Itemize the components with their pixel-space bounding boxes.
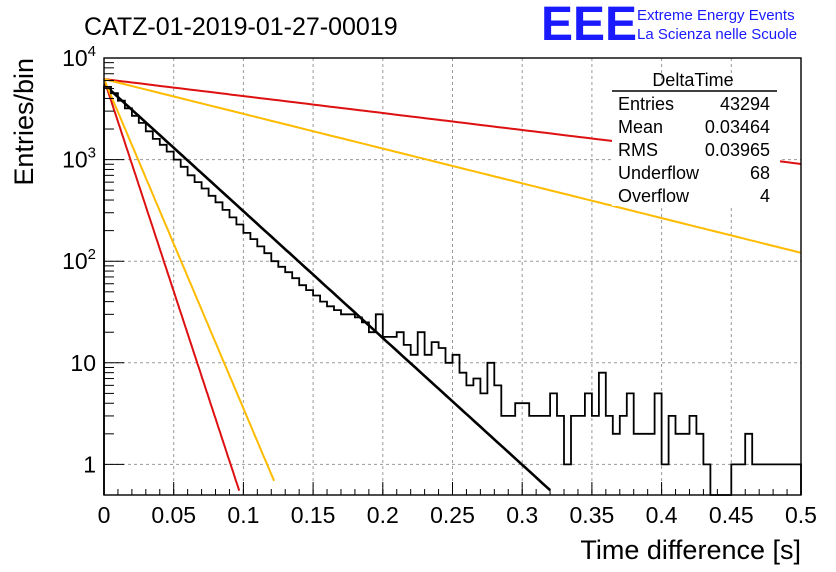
x-tick-label: 0.1 (227, 502, 259, 528)
y-tick-label: 103 (62, 145, 96, 173)
stats-value: 68 (750, 163, 770, 183)
stats-label: Mean (618, 117, 663, 137)
logo-line-1: Extreme Energy Events (637, 7, 795, 24)
x-tick-label: 0.4 (646, 502, 678, 528)
x-tick-label: 0.35 (570, 502, 615, 528)
stats-value: 0.03965 (705, 140, 770, 160)
x-tick-label: 0 (98, 502, 111, 528)
fit-curve (103, 78, 802, 254)
chart-title: CATZ-01-2019-01-27-00019 (84, 13, 398, 41)
stats-value: 0.03464 (705, 117, 770, 137)
stats-label: Entries (618, 94, 674, 114)
eee-logo: EEE (541, 0, 637, 51)
axis-ticks (103, 57, 802, 495)
stats-box: DeltaTime Entries 43294 Mean 0.03464 RMS 0.03… (612, 70, 780, 206)
y-tick-label: 1 (83, 451, 96, 477)
histogram-steps (103, 86, 802, 496)
y-axis-label: Entries/bin (9, 58, 39, 186)
fit-curve (103, 78, 241, 491)
y-tick-label: 104 (62, 43, 96, 71)
stats-label: Overflow (618, 186, 690, 206)
x-tick-label: 0.25 (430, 502, 475, 528)
x-tick-label: 0.2 (367, 502, 399, 528)
x-tick-label: 0.45 (709, 502, 754, 528)
y-tick-label: 102 (62, 246, 96, 274)
logo-line-2: La Scienza nelle Scuole (637, 26, 797, 43)
stats-label: RMS (618, 140, 658, 160)
stats-value: 4 (760, 186, 770, 206)
fit-curve (103, 78, 276, 482)
stats-value: 43294 (720, 94, 770, 114)
stats-title: DeltaTime (652, 70, 733, 90)
fit-curve (103, 83, 551, 492)
x-tick-label: 0.05 (151, 502, 196, 528)
x-axis-label: Time difference [s] (580, 535, 801, 565)
x-tick-label: 0.5 (785, 502, 817, 528)
stats-rows: Entries 43294 Mean 0.03464 RMS 0.03965Underfl… (618, 94, 770, 206)
y-tick-labels: 1 10 102 103 104 (62, 43, 96, 477)
stats-box-background (612, 88, 780, 206)
x-tick-labels: 0 0.05 0.1 0.15 0.2 0.25 0.3 0.35 0.4 0.45 0.5 (98, 502, 817, 528)
y-tick-label: 10 (70, 350, 96, 376)
x-tick-label: 0.3 (506, 502, 538, 528)
curves (103, 78, 802, 496)
x-tick-label: 0.15 (291, 502, 336, 528)
stats-label: Underflow (618, 163, 700, 183)
